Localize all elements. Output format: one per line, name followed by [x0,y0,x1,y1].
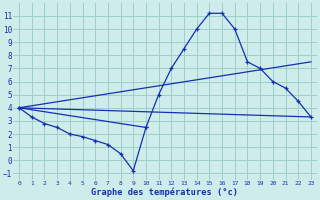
X-axis label: Graphe des températures (°c): Graphe des températures (°c) [92,188,238,197]
